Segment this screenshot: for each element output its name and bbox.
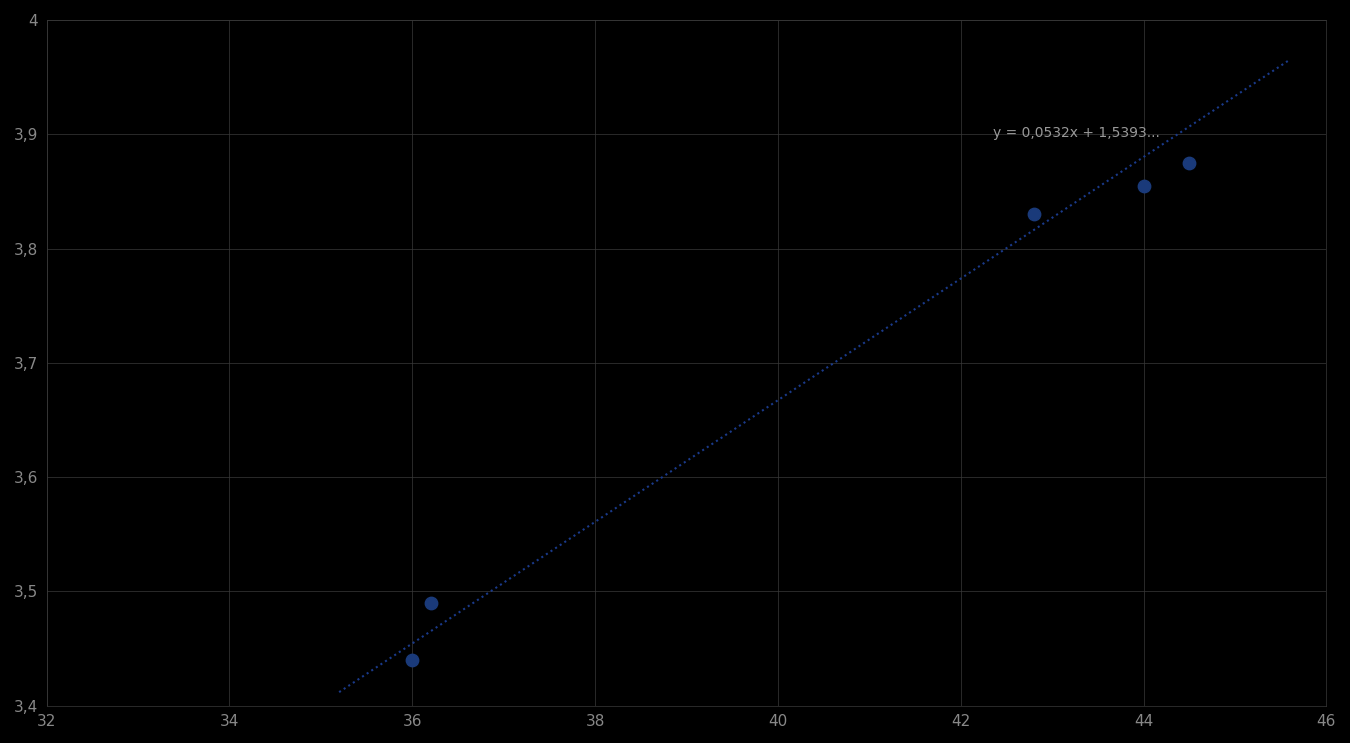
Point bbox=[401, 654, 423, 666]
Point bbox=[1023, 208, 1045, 220]
Point bbox=[420, 597, 441, 609]
Point bbox=[1133, 180, 1154, 192]
Text: y = 0,0532x + 1,5393...: y = 0,0532x + 1,5393... bbox=[992, 126, 1160, 140]
Point bbox=[1179, 157, 1200, 169]
